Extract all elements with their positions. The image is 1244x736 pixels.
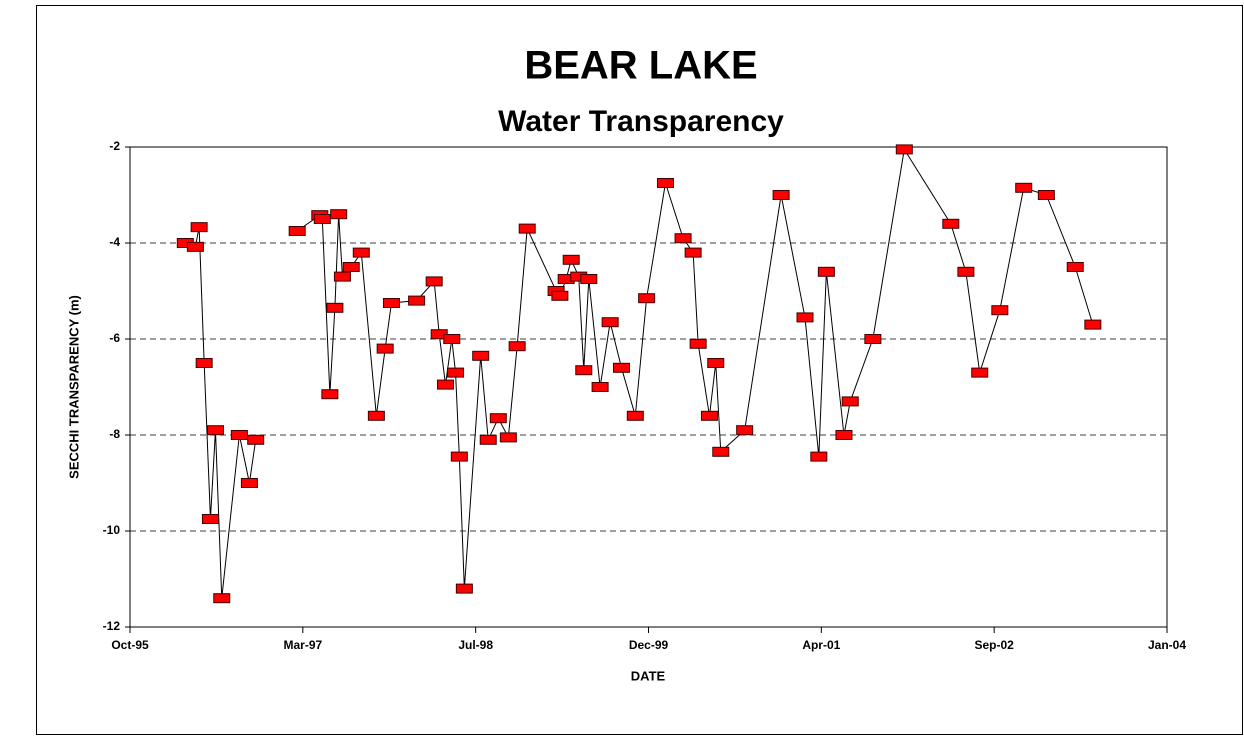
y-tick-label: -6 — [109, 331, 120, 345]
data-point — [321, 389, 339, 400]
data-point — [425, 276, 443, 287]
data-point — [551, 290, 569, 301]
data-point — [342, 262, 360, 272]
data-point — [674, 233, 692, 244]
plot-frame — [129, 146, 1168, 628]
data-point — [352, 247, 370, 258]
data-point — [656, 178, 674, 188]
data-point — [864, 334, 882, 344]
data-point — [508, 341, 526, 352]
data-point — [684, 247, 702, 258]
data-point — [707, 358, 725, 368]
data-point — [712, 446, 730, 457]
data-point — [479, 434, 497, 445]
x-tick-label: Oct-95 — [111, 638, 149, 652]
data-point — [612, 362, 630, 373]
data-point — [601, 317, 619, 328]
y-tick-label: -8 — [109, 427, 120, 441]
y-tick-label: -12 — [103, 619, 121, 633]
data-point — [499, 432, 517, 443]
data-point — [436, 379, 454, 390]
data-point — [991, 305, 1009, 316]
data-point — [736, 425, 754, 436]
data-point — [1015, 182, 1033, 193]
data-point — [206, 425, 224, 436]
data-point — [447, 367, 465, 378]
data-point — [1037, 190, 1055, 200]
data-point — [591, 382, 609, 392]
x-tick-label: Sep-02 — [974, 638, 1014, 652]
data-point — [957, 266, 975, 277]
data-point — [942, 218, 960, 229]
data-point — [689, 338, 707, 349]
data-point — [201, 514, 219, 524]
data-point — [700, 410, 718, 421]
data-point — [1084, 319, 1102, 330]
data-point — [240, 478, 258, 488]
data-point — [835, 430, 853, 440]
data-point — [472, 350, 490, 361]
data-point — [443, 334, 461, 344]
data-point — [450, 451, 468, 462]
data-point — [455, 583, 473, 594]
data-point — [489, 413, 507, 424]
data-point — [313, 214, 331, 224]
chart-subtitle: Water Transparency — [498, 105, 784, 138]
y-tick-label: -2 — [109, 139, 120, 153]
x-tick-label: Apr-01 — [802, 638, 840, 652]
data-point — [1066, 262, 1084, 272]
data-point — [230, 430, 248, 440]
data-point — [195, 358, 213, 368]
x-axis-label: DATE — [631, 668, 666, 683]
x-tick-label: Jan-04 — [1148, 638, 1186, 652]
series-line — [185, 148, 1094, 599]
y-axis-label: SECCHI TRANSPARENCY (m) — [66, 295, 81, 479]
data-point — [626, 410, 644, 421]
data-point — [518, 223, 536, 234]
x-tick-label: Mar-97 — [283, 638, 322, 652]
data-point — [841, 396, 859, 407]
data-point — [186, 241, 204, 252]
data-point — [971, 367, 989, 378]
x-tick-label: Dec-99 — [629, 638, 669, 652]
x-tick-label: Jul-98 — [458, 638, 493, 652]
data-point — [330, 209, 348, 220]
chart-title: BEAR LAKE — [524, 44, 757, 88]
y-tick-label: -10 — [103, 523, 121, 537]
chart-border — [36, 5, 1243, 735]
data-point — [796, 312, 814, 323]
data-point — [408, 295, 426, 306]
data-point — [376, 343, 394, 354]
data-point — [333, 271, 351, 282]
data-point — [190, 222, 208, 233]
data-point — [247, 434, 265, 445]
data-point — [326, 302, 344, 313]
data-point — [772, 190, 790, 200]
data-point — [580, 274, 598, 284]
data-point — [810, 451, 828, 462]
data-point — [367, 410, 385, 421]
data-point — [382, 298, 400, 308]
data-point — [817, 266, 835, 277]
data-point — [288, 226, 306, 236]
data-point — [895, 144, 913, 155]
data-point — [638, 293, 656, 304]
data-point — [575, 365, 593, 376]
data-point — [562, 254, 580, 265]
y-tick-label: -4 — [109, 235, 120, 249]
data-point — [213, 593, 231, 604]
